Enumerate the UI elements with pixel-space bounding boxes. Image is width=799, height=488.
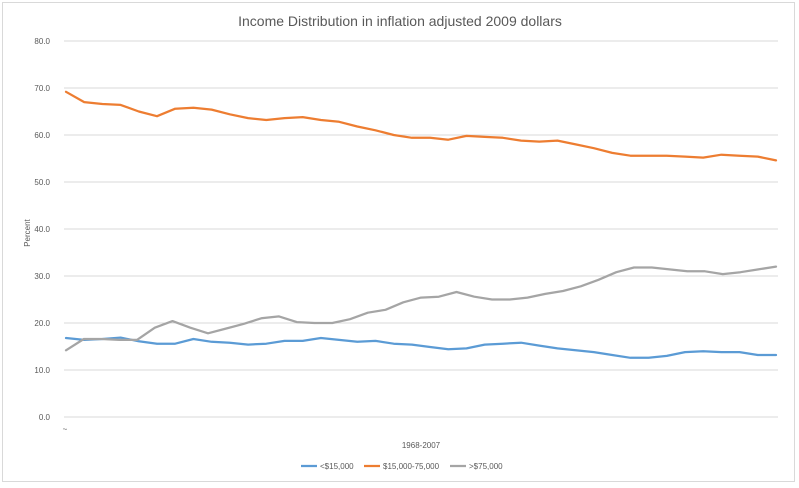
legend-label-0: <$15,000 xyxy=(320,462,354,471)
y-tick-label: 10.0 xyxy=(34,366,50,375)
series-line-0 xyxy=(64,336,778,359)
y-tick-label: 20.0 xyxy=(34,319,50,328)
legend-label-1: $15,000-75,000 xyxy=(383,462,440,471)
y-tick-label: 80.0 xyxy=(34,37,50,46)
y-tick-label: 30.0 xyxy=(34,272,50,281)
y-tick-label: 40.0 xyxy=(34,225,50,234)
legend-label-2: >$75,000 xyxy=(469,462,503,471)
chart-frame: Income Distribution in inflation adjuste… xyxy=(2,2,795,482)
line-chart: Income Distribution in inflation adjuste… xyxy=(23,13,778,471)
y-tick-label: 60.0 xyxy=(34,131,50,140)
x-tick-label: ~ xyxy=(63,425,68,434)
y-tick-label: 0.0 xyxy=(39,413,51,422)
x-axis-label: 1968-2007 xyxy=(402,441,441,450)
y-tick-label: 70.0 xyxy=(34,84,50,93)
chart-title: Income Distribution in inflation adjuste… xyxy=(238,13,562,29)
y-axis-label: Percent xyxy=(23,218,32,246)
y-tick-label: 50.0 xyxy=(34,178,50,187)
series-line-2 xyxy=(64,265,778,352)
series-line-1 xyxy=(64,90,778,162)
